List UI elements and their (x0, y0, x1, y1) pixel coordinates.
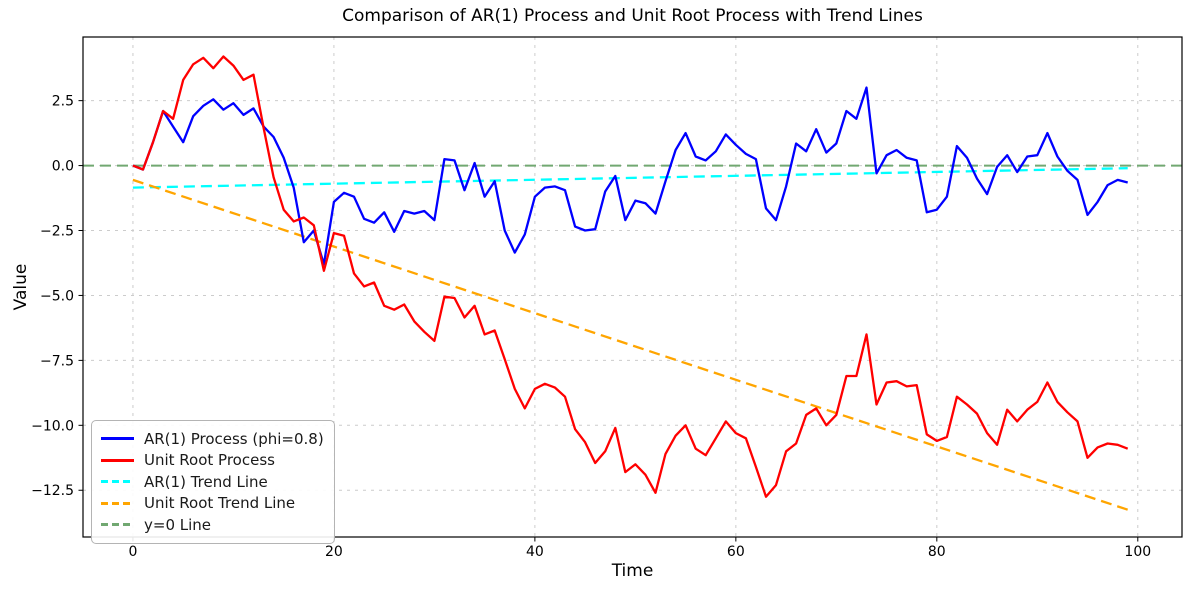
legend-label: AR(1) Process (phi=0.8) (144, 429, 324, 448)
x-tick-label: 40 (526, 544, 544, 560)
x-tick-label: 80 (928, 544, 946, 560)
legend-line-sample-ar1 (101, 437, 134, 441)
legend-line-sample-unit-root-trend (101, 501, 134, 505)
legend-item: Unit Root Trend Line (101, 493, 324, 515)
legend-item: AR(1) Trend Line (101, 471, 324, 493)
y-axis-label: Value (11, 263, 31, 311)
legend: AR(1) Process (phi=0.8) Unit Root Proces… (91, 420, 335, 544)
y-tick-label: 2.5 (52, 94, 74, 110)
chart-title: Comparison of AR(1) Process and Unit Roo… (342, 6, 923, 26)
unit-root-trend-line (132, 178, 1129, 511)
y-tick-label: −12.5 (31, 483, 74, 499)
y-tick-label: −2.5 (40, 224, 74, 240)
legend-line-sample-y0 (101, 523, 134, 527)
unit-root-process-line (132, 55, 1129, 498)
ar1-trend-line (132, 167, 1128, 189)
x-tick-label: 60 (727, 544, 745, 560)
legend-line-sample-unit-root (101, 458, 134, 462)
x-tick-label: 20 (325, 544, 343, 560)
legend-item: Unit Root Process (101, 450, 324, 472)
legend-label: AR(1) Trend Line (144, 472, 268, 491)
legend-item: AR(1) Process (phi=0.8) (101, 428, 324, 450)
legend-line-sample-ar1-trend (101, 480, 134, 484)
axes-frame (82, 36, 1183, 538)
legend-label: Unit Root Trend Line (144, 494, 296, 513)
x-axis-label: Time (611, 561, 654, 581)
legend-label: Unit Root Process (144, 451, 275, 470)
y-tick-label: −5.0 (40, 288, 74, 304)
legend-item: y=0 Line (101, 514, 324, 536)
y-tick-label: −7.5 (40, 353, 74, 369)
y-tick-label: −10.0 (31, 418, 74, 434)
ar1-process-line (132, 86, 1128, 266)
y-tick-label: 0.0 (52, 159, 74, 175)
x-tick-label: 0 (128, 544, 137, 560)
x-tick-label: 100 (1124, 544, 1151, 560)
legend-label: y=0 Line (144, 515, 212, 534)
